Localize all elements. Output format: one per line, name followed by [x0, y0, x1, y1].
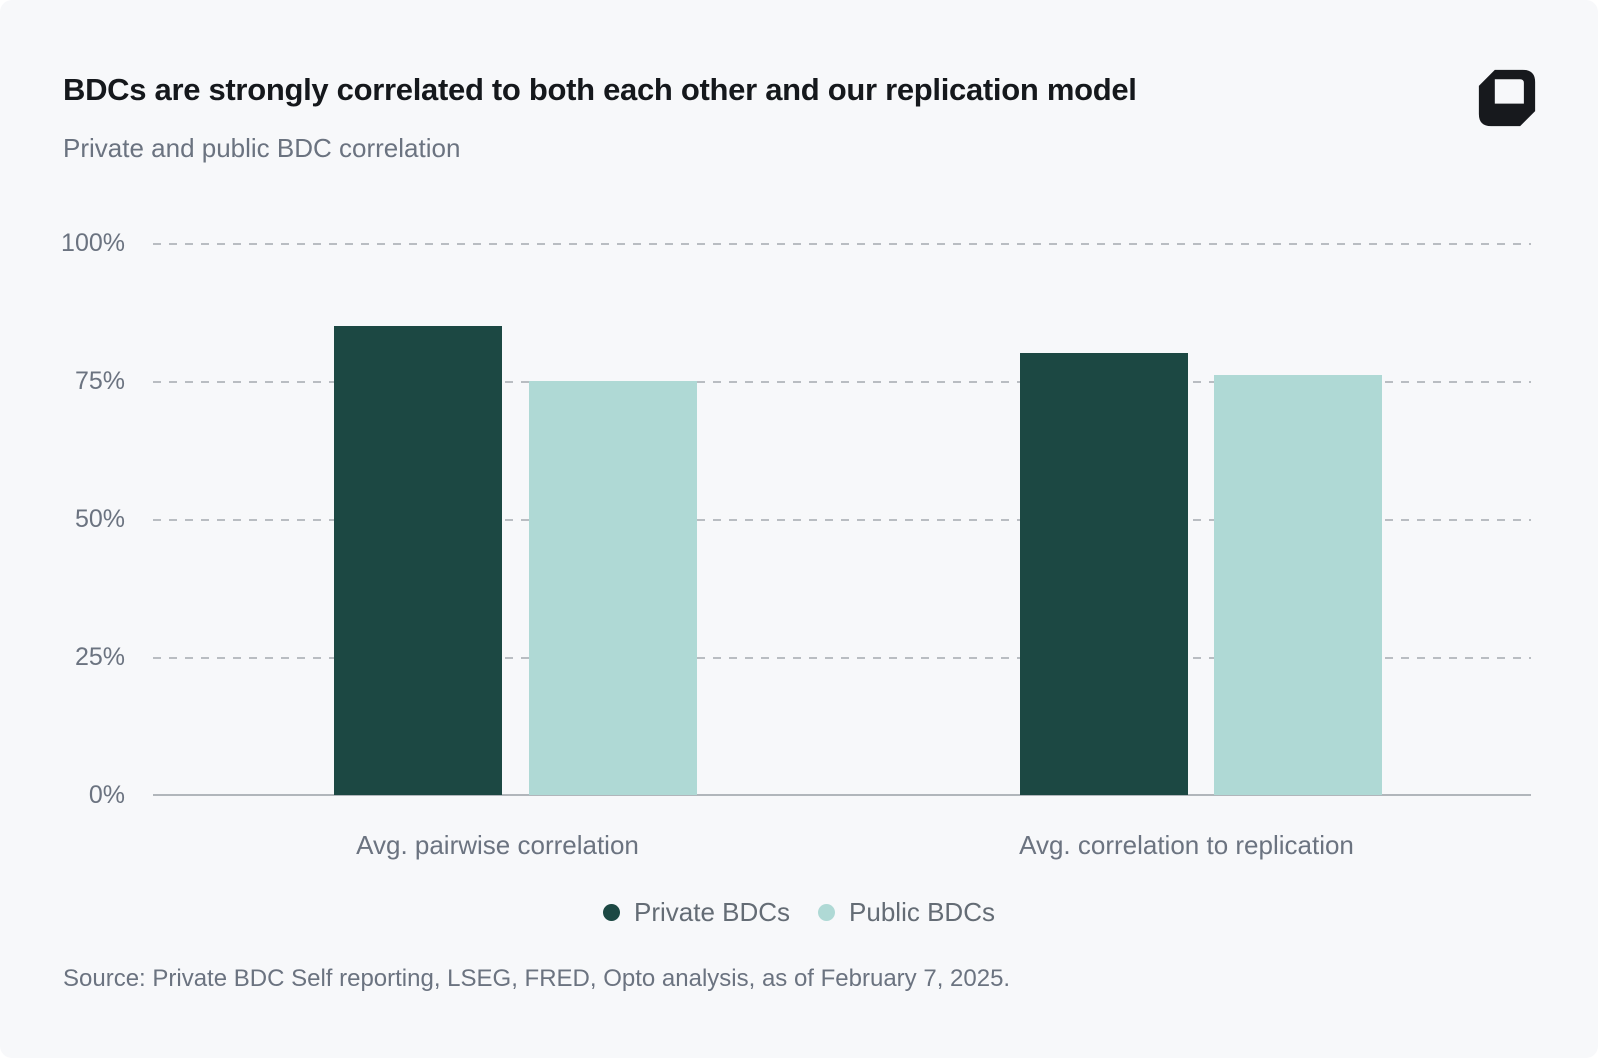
legend: Private BDCs Public BDCs: [0, 897, 1598, 928]
category-label-pairwise: Avg. pairwise correlation: [356, 830, 639, 860]
chart-subtitle: Private and public BDC correlation: [63, 133, 461, 163]
plot-area: [153, 243, 1531, 796]
gridline-75: [153, 381, 1531, 383]
chart-title: BDCs are strongly correlated to both eac…: [63, 72, 1137, 107]
bar-private-pairwise: [334, 325, 502, 795]
legend-item-private: Private BDCs: [603, 897, 790, 928]
y-tick-50: 50%: [74, 505, 125, 533]
opto-logo-icon: [1477, 68, 1537, 128]
category-label-replication: Avg. correlation to replication: [1019, 830, 1354, 860]
y-tick-0: 0%: [88, 781, 125, 809]
y-tick-25: 25%: [74, 643, 125, 671]
y-tick-75: 75%: [74, 367, 125, 395]
legend-label-private: Private BDCs: [634, 897, 791, 927]
bar-private-replication: [1020, 353, 1188, 795]
bar-public-pairwise: [529, 381, 697, 795]
gridline-50: [153, 519, 1531, 521]
bar-public-replication: [1214, 375, 1382, 795]
gridline-25: [153, 657, 1531, 659]
legend-item-public: Public BDCs: [818, 897, 995, 928]
x-axis-line: [153, 794, 1531, 796]
legend-swatch-public-icon: [818, 904, 836, 921]
legend-swatch-private-icon: [603, 904, 620, 921]
gridline-100: [153, 243, 1531, 245]
legend-label-public: Public BDCs: [849, 897, 995, 927]
source-note: Source: Private BDC Self reporting, LSEG…: [63, 965, 1011, 992]
y-tick-100: 100%: [61, 229, 125, 257]
